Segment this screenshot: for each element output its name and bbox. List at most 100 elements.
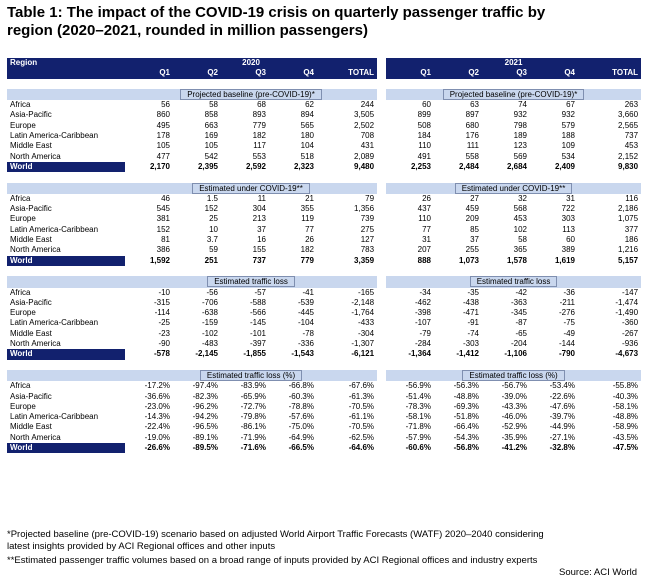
world-value-cell: 3,359 <box>354 255 375 265</box>
table-row: Europe -23.0% -96.2% -72.7% -78.8% -70.5% <box>7 402 377 412</box>
world-value-cell: 9,830 <box>618 161 639 171</box>
world-value-cell: -1,543 <box>291 349 314 359</box>
spacer-row <box>386 266 641 276</box>
section-title-blank <box>7 369 125 382</box>
table-row: 508 680 798 579 2,565 <box>386 121 641 131</box>
value-cell: 105 <box>204 141 218 151</box>
region-name: Africa <box>10 381 31 391</box>
value-cell: -566 <box>249 308 266 318</box>
value-cell: -14.3% <box>144 412 170 422</box>
section-title: Estimated traffic loss (%) <box>386 369 642 382</box>
section-title-label: Estimated traffic loss <box>469 276 558 288</box>
value-cell: -47.6% <box>549 401 575 411</box>
column-header-q2: Q2 <box>434 68 482 79</box>
value-cell: 894 <box>300 110 314 120</box>
value-cell: 3.7 <box>206 235 218 245</box>
value-cell: 74 <box>518 100 527 110</box>
value-cell: 11 <box>257 193 266 203</box>
region-name: Europe <box>10 401 36 411</box>
value-cell: -2,148 <box>351 297 375 307</box>
value-cell: 459 <box>465 204 479 214</box>
value-cell: 783 <box>360 245 375 255</box>
world-row: 888 1,073 1,578 1,619 5,157 <box>386 256 641 266</box>
value-cell: -445 <box>297 308 314 318</box>
world-value-cell: -56.8% <box>453 442 479 452</box>
value-cell: 893 <box>252 110 266 120</box>
footnote-1: *Projected baseline (pre-COVID-19) scena… <box>7 529 544 553</box>
value-cell: 79 <box>365 193 375 203</box>
title-line-2: region (2020–2021, rounded in million pa… <box>7 22 368 39</box>
column-header-q3: Q3 <box>221 68 269 79</box>
value-cell: -79.8% <box>240 412 266 422</box>
section-title-label: Estimated traffic loss (%) <box>462 369 565 381</box>
world-value-cell: 1,592 <box>149 255 170 265</box>
table-row: 77 85 102 113 377 <box>386 225 641 235</box>
value-cell: -51.8% <box>453 412 479 422</box>
value-cell: 182 <box>252 131 266 141</box>
value-cell: -104 <box>297 318 314 328</box>
value-cell: -57.9% <box>405 432 431 442</box>
value-cell: -360 <box>622 318 639 328</box>
value-cell: 244 <box>360 100 375 110</box>
value-cell: 860 <box>156 110 170 120</box>
world-value-cell: 779 <box>300 255 314 265</box>
region-name: North America <box>10 245 61 255</box>
value-cell: -78 <box>302 328 314 338</box>
table-row: Middle East 105 105 117 104 431 <box>7 141 377 151</box>
spacer-cell <box>7 172 377 182</box>
value-cell: 77 <box>305 224 314 234</box>
value-cell: -483 <box>201 339 218 349</box>
world-value-cell: 251 <box>204 255 218 265</box>
column-header-q3: Q3 <box>482 68 530 79</box>
value-cell: 31 <box>422 235 431 245</box>
value-cell: 46 <box>161 193 170 203</box>
table-row: North America -19.0% -89.1% -71.9% -64.9% -62… <box>7 433 377 443</box>
value-cell: 16 <box>257 235 266 245</box>
region-name: Asia-Pacific <box>10 204 52 214</box>
value-cell: 186 <box>624 235 639 245</box>
footnote-1-line-2: latest insights provided by ACI Regional… <box>7 541 276 552</box>
section-title-row: Estimated traffic loss (%) <box>386 369 642 382</box>
value-cell: -36.6% <box>144 391 170 401</box>
value-cell: -276 <box>558 308 575 318</box>
value-cell: -539 <box>297 297 314 307</box>
world-value-cell: 1,619 <box>554 255 575 265</box>
table-row: Africa -10 -56 -57 -41 -165 <box>7 288 377 298</box>
value-cell: 565 <box>300 120 314 130</box>
value-cell: 518 <box>300 151 314 161</box>
table-row: -462 -438 -363 -211 -1,474 <box>386 298 641 308</box>
region-name: Europe <box>10 120 36 130</box>
value-cell: -43.3% <box>501 401 527 411</box>
value-cell: 26 <box>422 193 431 203</box>
value-cell: -588 <box>249 297 266 307</box>
column-header-q1: Q1 <box>125 68 173 79</box>
value-cell: -48.8% <box>453 391 479 401</box>
value-cell: 579 <box>561 120 575 130</box>
section-title-blank <box>7 276 125 288</box>
value-cell: 60 <box>566 235 575 245</box>
value-cell: 26 <box>305 235 314 245</box>
table-2021: 2021 Q1 Q2 Q3 Q4 TOTAL Projected baseline (pre… <box>386 58 642 453</box>
region-name: Middle East <box>10 328 52 338</box>
value-cell: 303 <box>561 214 575 224</box>
value-cell: -433 <box>358 318 375 328</box>
value-cell: 110 <box>418 214 431 224</box>
section-title: Estimated under COVID-19** <box>125 182 378 194</box>
value-cell: -83.9% <box>240 381 266 391</box>
value-cell: -144 <box>558 339 575 349</box>
table-title: Table 1: The impact of the COVID-19 cris… <box>7 4 643 40</box>
value-cell: -49 <box>563 328 575 338</box>
table-row: 110 209 453 303 1,075 <box>386 214 641 224</box>
column-header-q2: Q2 <box>173 68 221 79</box>
value-cell: 779 <box>252 120 266 130</box>
year-header-2020: 2020 <box>125 58 378 69</box>
world-value-cell: 9,480 <box>354 161 375 171</box>
spacer-row <box>7 172 377 182</box>
region-header-blank <box>7 68 125 79</box>
value-cell: -397 <box>249 339 266 349</box>
value-cell: -107 <box>414 318 431 328</box>
region-name: Europe <box>10 308 36 318</box>
value-cell: 897 <box>465 110 479 120</box>
value-cell: -204 <box>510 339 527 349</box>
